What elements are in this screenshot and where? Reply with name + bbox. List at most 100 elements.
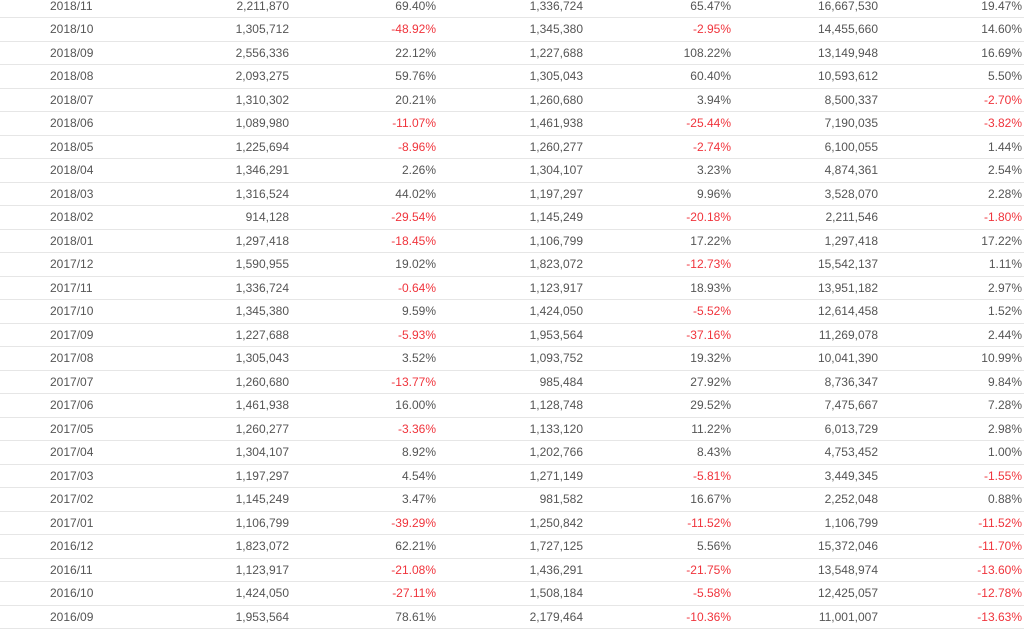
value-cell: -5.93% <box>398 324 436 348</box>
value-cell: 1,461,938 <box>530 112 583 136</box>
value-cell: 29.52% <box>690 394 731 418</box>
value-cell: 1,345,380 <box>530 18 583 42</box>
value-cell: 14.60% <box>981 18 1022 42</box>
value-cell: 7,475,667 <box>825 394 878 418</box>
month-cell: 2017/03 <box>50 465 93 489</box>
value-cell: 65.47% <box>690 0 731 18</box>
month-cell: 2017/11 <box>50 277 93 301</box>
value-cell: -27.11% <box>392 582 436 606</box>
value-cell: 11.22% <box>691 418 731 442</box>
month-cell: 2017/06 <box>50 394 93 418</box>
value-cell: 985,484 <box>540 371 583 395</box>
value-cell: -5.52% <box>693 300 731 324</box>
value-cell: 1,297,418 <box>236 230 289 254</box>
value-cell: 1,345,380 <box>236 300 289 324</box>
value-cell: 1,590,955 <box>236 253 289 277</box>
value-cell: 15,542,137 <box>818 253 878 277</box>
value-cell: 5.56% <box>697 535 731 559</box>
value-cell: 1,260,277 <box>530 136 583 160</box>
value-cell: -12.78% <box>977 582 1022 606</box>
value-cell: 16.00% <box>395 394 436 418</box>
value-cell: 1,250,842 <box>530 512 583 536</box>
value-cell: 13,149,948 <box>818 42 878 66</box>
value-cell: 1,197,297 <box>236 465 289 489</box>
value-cell: 2.98% <box>988 418 1022 442</box>
value-cell: 16,667,530 <box>818 0 878 18</box>
value-cell: 2,211,546 <box>826 206 879 230</box>
value-cell: 3.94% <box>697 89 731 113</box>
value-cell: -5.81% <box>693 465 731 489</box>
value-cell: 20.21% <box>395 89 436 113</box>
value-cell: 7,190,035 <box>825 112 878 136</box>
value-cell: -1.55% <box>984 465 1022 489</box>
value-cell: 8.43% <box>697 441 731 465</box>
value-cell: 7.28% <box>988 394 1022 418</box>
month-cell: 2018/10 <box>50 18 93 42</box>
value-cell: 9.96% <box>697 183 731 207</box>
value-cell: -0.64% <box>398 277 436 301</box>
value-cell: 1,436,291 <box>530 559 583 583</box>
month-cell: 2016/09 <box>50 606 93 629</box>
value-cell: 12,425,057 <box>818 582 878 606</box>
value-cell: -13.77% <box>391 371 436 395</box>
value-cell: 1,133,120 <box>530 418 583 442</box>
value-cell: -11.52% <box>978 512 1022 536</box>
value-cell: 1,305,712 <box>236 18 289 42</box>
value-cell: 1,106,799 <box>236 512 289 536</box>
value-cell: 1,093,752 <box>530 347 583 371</box>
value-cell: 1,260,277 <box>236 418 289 442</box>
value-cell: 1,089,980 <box>236 112 289 136</box>
value-cell: 62.21% <box>395 535 436 559</box>
month-cell: 2018/09 <box>50 42 93 66</box>
value-cell: 6,100,055 <box>825 136 878 160</box>
value-cell: 1,202,766 <box>530 441 583 465</box>
value-cell: 914,128 <box>246 206 289 230</box>
value-cell: 1,106,799 <box>825 512 878 536</box>
value-cell: 1,953,564 <box>236 606 289 629</box>
value-cell: 16.67% <box>690 488 731 512</box>
value-cell: 17.22% <box>690 230 731 254</box>
value-cell: 1,346,291 <box>236 159 289 183</box>
month-cell: 2018/05 <box>50 136 93 160</box>
value-cell: 1,310,302 <box>236 89 289 113</box>
value-cell: 1,336,724 <box>236 277 289 301</box>
month-cell: 2017/09 <box>50 324 93 348</box>
value-cell: -21.08% <box>391 559 436 583</box>
value-cell: 1,260,680 <box>530 89 583 113</box>
value-cell: 1,123,917 <box>530 277 583 301</box>
month-cell: 2018/01 <box>50 230 93 254</box>
value-cell: 8,736,347 <box>825 371 878 395</box>
value-cell: 1,304,107 <box>530 159 583 183</box>
value-cell: 1,304,107 <box>236 441 289 465</box>
value-cell: -1.80% <box>984 206 1022 230</box>
value-cell: 1,260,680 <box>236 371 289 395</box>
value-cell: -3.36% <box>398 418 436 442</box>
value-cell: 1,145,249 <box>530 206 583 230</box>
value-cell: 1,197,297 <box>530 183 583 207</box>
value-cell: 1,953,564 <box>530 324 583 348</box>
value-cell: 4,874,361 <box>825 159 878 183</box>
value-cell: 15,372,046 <box>818 535 878 559</box>
month-cell: 2016/11 <box>50 559 93 583</box>
value-cell: 9.59% <box>402 300 436 324</box>
value-cell: 2,556,336 <box>236 42 289 66</box>
value-cell: -11.70% <box>978 535 1022 559</box>
value-cell: 2.97% <box>988 277 1022 301</box>
value-cell: 3.52% <box>402 347 436 371</box>
value-cell: -37.16% <box>686 324 731 348</box>
value-cell: -29.54% <box>391 206 436 230</box>
